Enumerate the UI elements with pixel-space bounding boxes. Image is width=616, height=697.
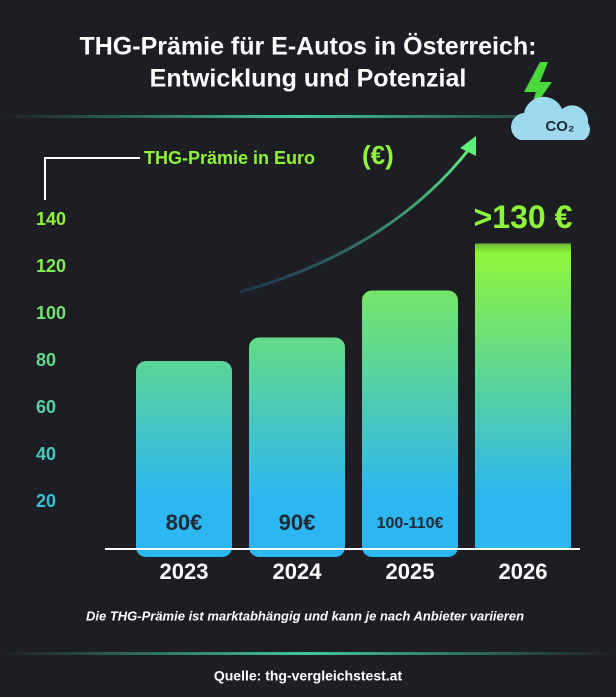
divider: [0, 652, 616, 655]
axis-bracket: [44, 157, 140, 200]
trend-arrow: [239, 147, 472, 294]
x-tick-label: 2024: [273, 559, 323, 584]
note: Die THG-Prämie ist marktabhängig und kan…: [86, 608, 524, 623]
source: Quelle: thg-vergleichstest.at: [214, 668, 403, 684]
value-label: >130 €: [474, 199, 573, 235]
y-axis-unit: (€): [362, 140, 394, 170]
y-tick-label: 20: [36, 491, 56, 511]
icon-label: CO₂: [545, 118, 574, 135]
y-axis-label: THG-Prämie in Euro: [144, 148, 315, 168]
y-tick-label: 100: [36, 303, 66, 323]
trend-arrowhead: [460, 136, 476, 156]
value-label: 100-110€: [377, 515, 444, 532]
value-label: 80€: [166, 510, 203, 535]
y-tick-label: 60: [36, 397, 56, 417]
divider: [0, 115, 600, 118]
value-label: 90€: [279, 510, 316, 535]
x-tick-label: 2023: [160, 559, 209, 584]
chart-subtitle: Entwicklung und Potenzial: [150, 65, 467, 93]
co2-icon: CO₂: [511, 62, 590, 140]
y-tick-label: 80: [36, 350, 56, 370]
x-tick-label: 2025: [386, 559, 435, 584]
bar: [136, 361, 232, 557]
x-tick-label: 2026: [499, 559, 548, 584]
y-tick-label: 40: [36, 444, 56, 464]
bar: [249, 337, 345, 557]
y-tick-label: 140: [36, 209, 66, 229]
y-tick-label: 120: [36, 256, 66, 276]
chart-title: THG-Prämie für E-Autos in Österreich:: [79, 32, 536, 61]
bar: [362, 290, 458, 557]
bar: [475, 243, 571, 549]
